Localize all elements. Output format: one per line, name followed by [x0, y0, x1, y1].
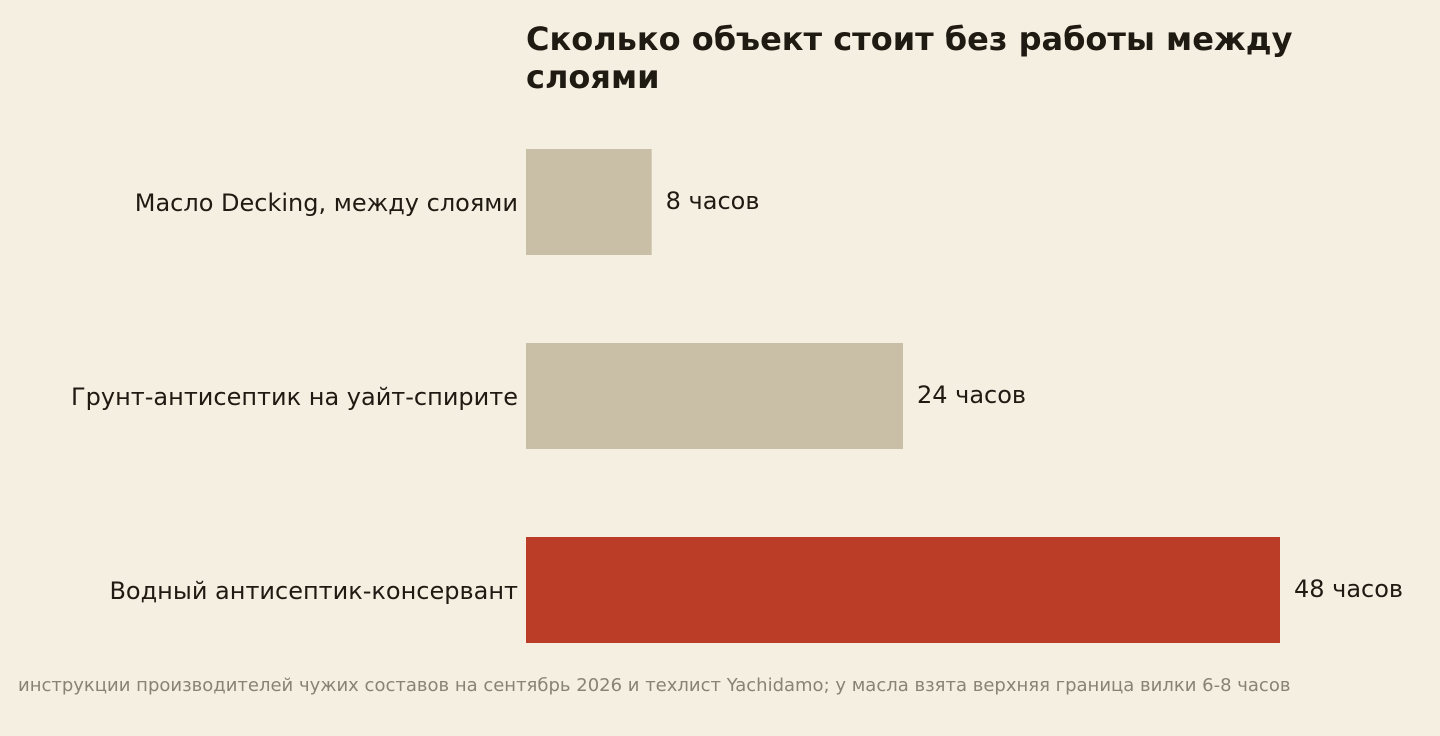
bar-2: [526, 343, 903, 449]
category-label-2: Грунт-антисептик на уайт-спирите: [71, 383, 518, 411]
category-label-1: Масло Decking, между слоями: [135, 189, 518, 217]
value-label-3: 48 часов: [1294, 575, 1403, 603]
bar-1: [526, 149, 652, 255]
value-label-1: 8 часов: [666, 187, 760, 215]
chart-source-note: инструкции производителей чужих составов…: [18, 675, 1291, 696]
bar-3: [526, 537, 1280, 643]
category-label-3: Водный антисептик-консервант: [109, 577, 518, 605]
value-label-2: 24 часов: [917, 381, 1026, 409]
chart-title: Сколько объект стоит без работы между сл…: [526, 20, 1293, 96]
